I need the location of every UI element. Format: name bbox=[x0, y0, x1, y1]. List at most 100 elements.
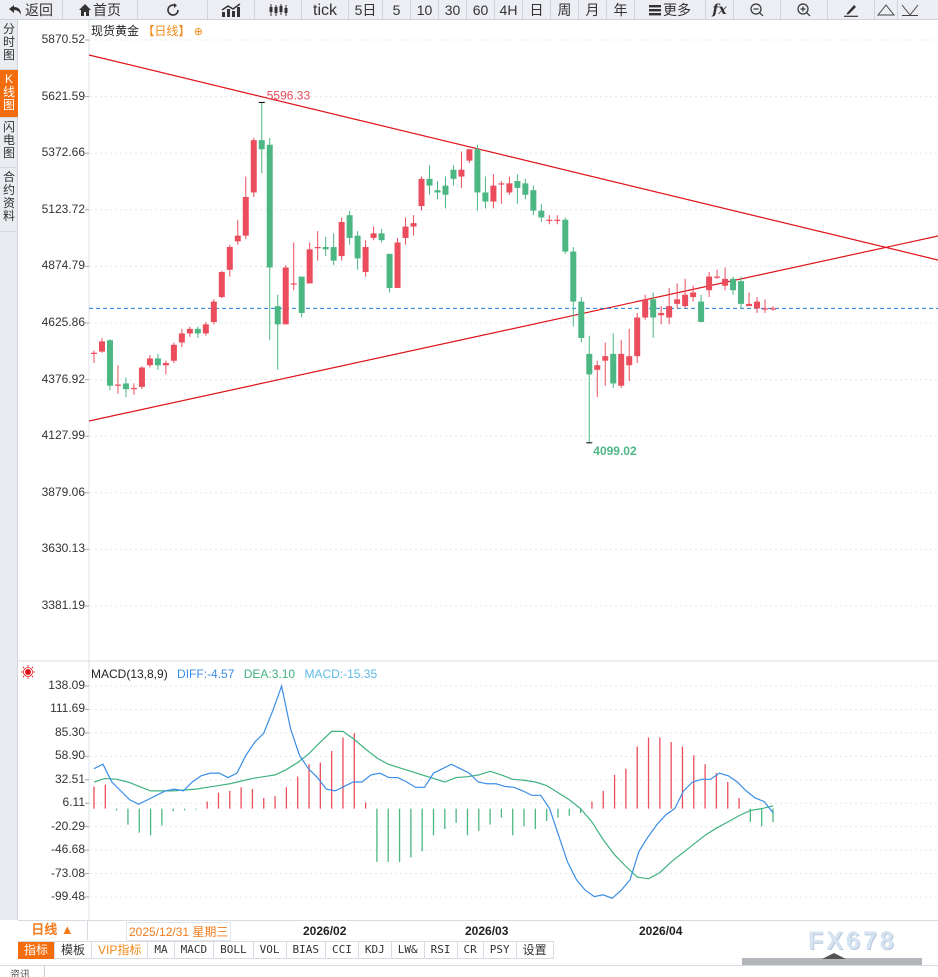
instrument-name: 现货黄金 bbox=[91, 24, 140, 38]
refresh-icon bbox=[165, 2, 181, 18]
svg-text:5596.33: 5596.33 bbox=[267, 88, 311, 102]
home-button[interactable]: 首页 bbox=[63, 0, 138, 20]
macd-tick: 85.30 bbox=[54, 724, 85, 739]
chart-type-button[interactable] bbox=[208, 0, 255, 20]
indicator-bias[interactable]: BIAS bbox=[287, 942, 326, 959]
indicator-kdj[interactable]: KDJ bbox=[359, 942, 392, 959]
more-button[interactable]: 更多 bbox=[635, 0, 706, 20]
indicator-vol[interactable]: VOL bbox=[254, 942, 287, 959]
cursor-date: 2025/12/31 星期三 bbox=[126, 922, 232, 941]
period-30min[interactable]: 30 bbox=[439, 0, 467, 20]
period-5min[interactable]: 5 bbox=[383, 0, 411, 20]
price-tick: 3381.19 bbox=[41, 598, 85, 612]
indicator-lw[interactable]: LW& bbox=[392, 942, 425, 959]
zoom-in-button[interactable] bbox=[781, 0, 828, 20]
x-label-feb: 2026/02 bbox=[303, 924, 347, 938]
refresh-button[interactable] bbox=[138, 0, 208, 20]
price-tick: 5123.72 bbox=[41, 201, 85, 216]
back-arrow-icon bbox=[9, 4, 23, 16]
macd-tick: -20.29 bbox=[50, 818, 85, 833]
more-label: 更多 bbox=[663, 1, 691, 18]
svg-text:4099.02: 4099.02 bbox=[593, 444, 637, 458]
period-year[interactable]: 年 bbox=[607, 0, 635, 20]
watermark-logo: FX678 bbox=[808, 927, 897, 955]
macd-diff-value: DIFF:-4.57 bbox=[177, 667, 235, 681]
x-label-apr: 2026/04 bbox=[639, 924, 683, 938]
vip-indicator-tab[interactable]: VIP指标 bbox=[92, 942, 149, 959]
home-icon bbox=[79, 4, 91, 16]
zoom-in-icon bbox=[797, 3, 811, 17]
time-axis: 2026/02 2026/03 2026/04 bbox=[18, 920, 938, 940]
price-tick: 5870.52 bbox=[41, 32, 85, 46]
period-selector[interactable]: 日线 ▲ bbox=[18, 920, 88, 940]
macd-tick: -99.48 bbox=[50, 889, 85, 903]
line-chart-icon bbox=[221, 3, 241, 17]
left-nav: 分时图 K线图 闪电图 合约资料 bbox=[0, 20, 18, 920]
macd-dea-value: DEA:3.10 bbox=[243, 667, 296, 681]
chart-title: 现货黄金 【日线】 ⊕ bbox=[91, 22, 203, 39]
back-button[interactable]: 返回 bbox=[0, 0, 63, 20]
nav-contract-info[interactable]: 合约资料 bbox=[0, 168, 18, 232]
scroll-up-arrow-icon bbox=[822, 953, 846, 959]
macd-tick: -73.08 bbox=[50, 865, 85, 880]
macd-tick: 6.11 bbox=[62, 795, 85, 810]
period-4h[interactable]: 4H bbox=[495, 0, 523, 20]
price-tick: 5372.66 bbox=[41, 145, 85, 160]
bottom-divider bbox=[0, 965, 938, 966]
formula-button[interactable]: fx bbox=[706, 0, 734, 20]
price-tick: 5621.59 bbox=[41, 88, 85, 103]
nav-kline[interactable]: K线图 bbox=[0, 70, 18, 118]
price-tick: 4127.99 bbox=[41, 428, 85, 443]
macd-tick: -46.68 bbox=[50, 842, 85, 857]
macd-title: MACD(13,8,9) bbox=[91, 667, 168, 681]
scroll-up-button[interactable] bbox=[875, 0, 898, 20]
back-label: 返回 bbox=[25, 1, 53, 18]
candle-type-button[interactable] bbox=[255, 0, 302, 20]
home-label: 首页 bbox=[93, 1, 121, 18]
macd-tick: 138.09 bbox=[48, 678, 85, 692]
template-tab[interactable]: 模板 bbox=[55, 942, 93, 959]
period-60min[interactable]: 60 bbox=[467, 0, 495, 20]
period-label: 【日线】 bbox=[142, 24, 191, 38]
macd-value: MACD:-15.35 bbox=[304, 667, 378, 681]
macd-tick: 58.90 bbox=[54, 748, 85, 763]
indicator-settings-icon[interactable] bbox=[21, 665, 35, 684]
add-overlay-icon[interactable]: ⊕ bbox=[193, 26, 203, 38]
indicator-settings-button[interactable]: 设置 bbox=[517, 942, 554, 959]
x-label-mar: 2026/03 bbox=[465, 924, 509, 938]
indicator-cr[interactable]: CR bbox=[458, 942, 484, 959]
indicator-psy[interactable]: PSY bbox=[484, 942, 517, 959]
indicator-bar: 指标 模板 VIP指标 MA MACD BOLL VOL BIAS CCI KD… bbox=[18, 941, 554, 959]
indicator-boll[interactable]: BOLL bbox=[214, 942, 254, 959]
scroll-down-button[interactable] bbox=[898, 0, 922, 20]
toolbar: 返回 首页 tick 5日 5 10 30 60 4H 日 周 月 年 更多 f… bbox=[0, 0, 938, 20]
tick-button[interactable]: tick bbox=[302, 0, 349, 20]
indicator-rsi[interactable]: RSI bbox=[425, 942, 458, 959]
period-10min[interactable]: 10 bbox=[411, 0, 439, 20]
triangle-up-icon bbox=[877, 4, 895, 16]
pencil-icon bbox=[843, 3, 859, 17]
macd-tick: 111.69 bbox=[50, 701, 85, 716]
indicator-cci[interactable]: CCI bbox=[326, 942, 359, 959]
period-week[interactable]: 周 bbox=[551, 0, 579, 20]
nav-flash-chart[interactable]: 闪电图 bbox=[0, 118, 18, 168]
indicator-ma[interactable]: MA bbox=[148, 942, 175, 959]
period-5d[interactable]: 5日 bbox=[349, 0, 383, 20]
nav-timeshare[interactable]: 分时图 bbox=[0, 20, 18, 70]
period-day[interactable]: 日 bbox=[523, 0, 551, 20]
draw-button[interactable] bbox=[828, 0, 875, 20]
period-month[interactable]: 月 bbox=[579, 0, 607, 20]
zoom-out-icon bbox=[750, 3, 764, 17]
horizontal-scrollbar[interactable] bbox=[742, 953, 922, 966]
price-tick: 3630.13 bbox=[41, 541, 85, 556]
zoom-out-button[interactable] bbox=[734, 0, 781, 20]
triangle-down-icon bbox=[901, 4, 919, 16]
price-tick: 4874.79 bbox=[41, 258, 85, 273]
indicator-tab[interactable]: 指标 bbox=[18, 942, 56, 959]
news-tab[interactable]: 资讯 bbox=[0, 966, 45, 977]
indicator-macd[interactable]: MACD bbox=[175, 942, 215, 959]
menu-icon bbox=[649, 4, 661, 16]
macd-tick: 32.51 bbox=[54, 771, 85, 786]
candlestick-chart[interactable]: 5596.33 4099.02 bbox=[0, 0, 938, 920]
macd-legend: MACD(13,8,9) DIFF:-4.57 DEA:3.10 MACD:-1… bbox=[91, 667, 383, 681]
